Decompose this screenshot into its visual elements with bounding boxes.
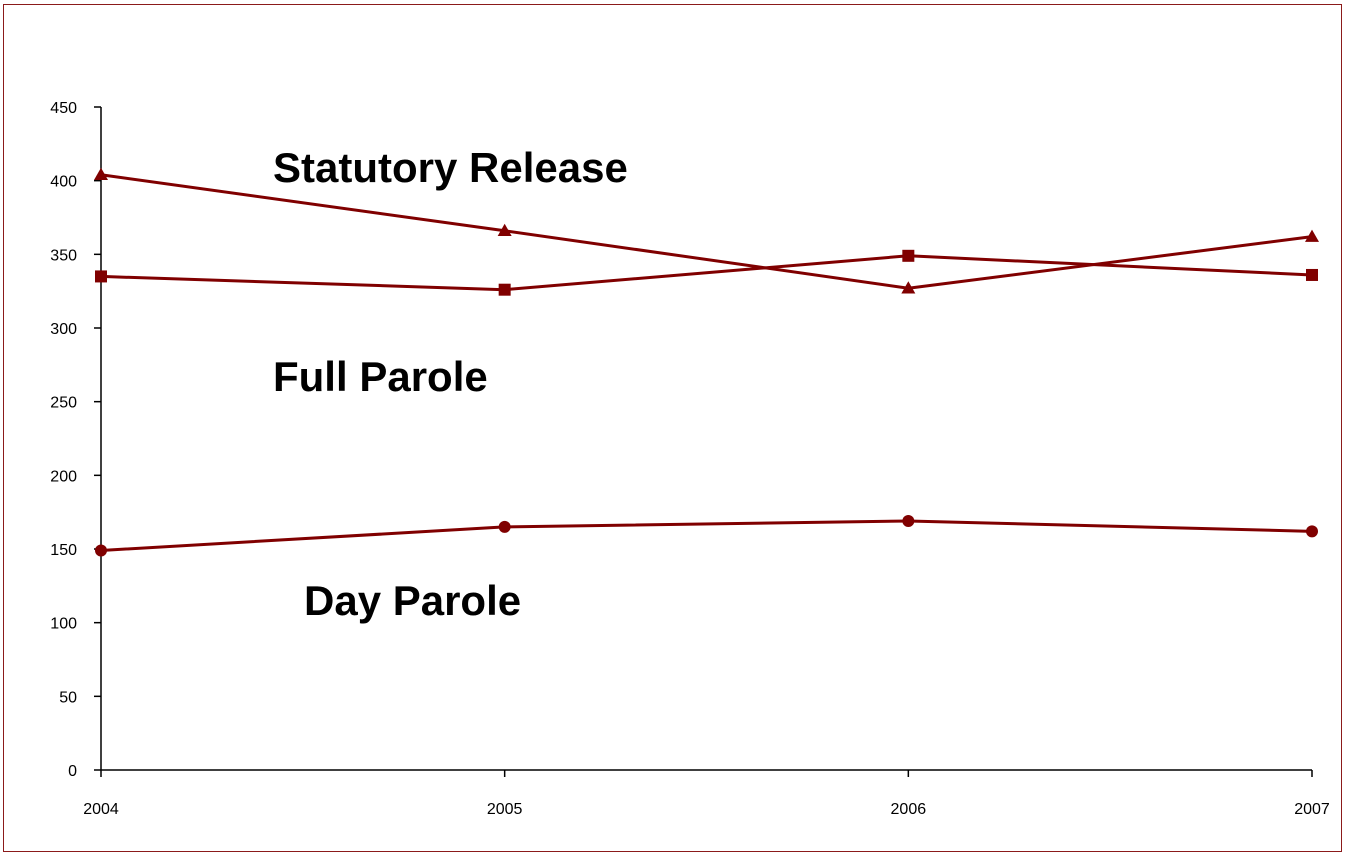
- x-ticks: 2004 2005 2006 2007: [83, 770, 1330, 818]
- data-point-triangle: [901, 281, 916, 294]
- y-tick-label: 300: [50, 321, 77, 338]
- y-tick-label: 200: [50, 468, 77, 485]
- data-point-square: [95, 270, 107, 283]
- data-point-circle: [1306, 525, 1318, 538]
- x-tick-label: 2006: [891, 801, 927, 818]
- y-tick-label: 100: [50, 616, 77, 633]
- series-labels: Statutory Release Full Parole Day Parole: [273, 144, 628, 624]
- x-tick-label: 2004: [83, 801, 119, 818]
- y-tick-label: 50: [59, 689, 77, 706]
- series-full-parole: [95, 249, 1318, 296]
- data-point-circle: [498, 520, 511, 533]
- data-point-circle: [95, 544, 107, 557]
- series-label-full-parole: Full Parole: [273, 353, 488, 400]
- y-tick-label: 400: [50, 174, 77, 191]
- x-axis: 2004 2005 2006 2007: [83, 769, 1330, 818]
- y-tick-label: 450: [50, 100, 77, 117]
- x-tick-label: 2007: [1294, 801, 1330, 818]
- data-point-square: [1306, 268, 1318, 281]
- series-layer: [94, 167, 1319, 557]
- chart-frame: [3, 4, 1342, 852]
- y-tick-label: 250: [50, 395, 77, 412]
- y-axis: 0 50 100 150 200 250 300 350 400 450: [50, 100, 102, 780]
- series-line-day-parole: [99, 519, 1314, 552]
- data-point-square: [498, 283, 511, 296]
- data-point-triangle: [497, 223, 512, 237]
- series-label-statutory-release: Statutory Release: [273, 144, 628, 191]
- data-point-circle: [902, 515, 915, 528]
- y-tick-label: 350: [50, 247, 77, 264]
- x-tick-label: 2005: [487, 801, 523, 818]
- series-line-full-parole: [99, 254, 1314, 292]
- series-label-day-parole: Day Parole: [304, 577, 521, 624]
- series-line-statutory-release: [99, 173, 1314, 290]
- y-ticks: 0 50 100 150 200 250 300 350 400 450: [50, 100, 101, 780]
- data-point-square: [902, 249, 915, 262]
- series-statutory-release: [94, 167, 1319, 294]
- data-point-triangle: [94, 167, 108, 181]
- y-tick-label: 0: [68, 763, 77, 780]
- data-point-triangle: [1305, 229, 1319, 242]
- series-day-parole: [95, 515, 1318, 557]
- y-tick-label: 150: [50, 542, 77, 559]
